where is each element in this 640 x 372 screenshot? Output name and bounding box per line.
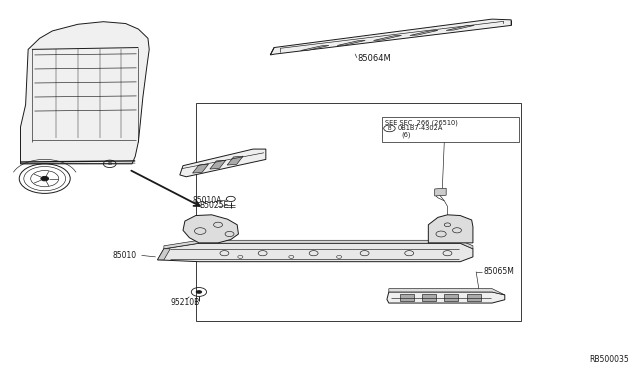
Polygon shape	[435, 188, 446, 196]
Polygon shape	[389, 289, 505, 295]
Text: B5025E: B5025E	[199, 201, 228, 211]
Polygon shape	[374, 35, 401, 41]
Polygon shape	[428, 215, 473, 243]
Polygon shape	[387, 292, 505, 303]
Bar	[383, 117, 520, 142]
Polygon shape	[444, 294, 458, 301]
Text: B: B	[108, 161, 112, 166]
Circle shape	[41, 176, 49, 181]
Polygon shape	[467, 294, 481, 301]
Polygon shape	[301, 45, 329, 51]
Polygon shape	[157, 243, 473, 262]
Polygon shape	[183, 215, 239, 243]
Polygon shape	[227, 156, 243, 165]
Text: (6): (6)	[401, 131, 411, 138]
Text: 0B1B7-4302A: 0B1B7-4302A	[397, 125, 443, 131]
Polygon shape	[422, 294, 436, 301]
Text: 85010A: 85010A	[193, 196, 222, 205]
Polygon shape	[157, 249, 170, 260]
Circle shape	[196, 290, 202, 294]
Text: RB500035: RB500035	[589, 355, 629, 364]
Polygon shape	[270, 19, 511, 55]
Polygon shape	[337, 41, 365, 45]
Text: 85010: 85010	[113, 251, 137, 260]
Polygon shape	[204, 234, 221, 240]
Polygon shape	[410, 31, 438, 35]
Text: B: B	[388, 126, 391, 131]
Polygon shape	[20, 22, 149, 164]
Text: 85064M: 85064M	[357, 54, 390, 63]
Text: SEE SEC. 266 (26510): SEE SEC. 266 (26510)	[385, 119, 458, 126]
Polygon shape	[399, 294, 413, 301]
Text: 95210B: 95210B	[170, 298, 200, 307]
Polygon shape	[446, 25, 474, 31]
Polygon shape	[164, 240, 473, 249]
Polygon shape	[193, 164, 209, 173]
Polygon shape	[210, 160, 226, 169]
Text: 85065M: 85065M	[484, 267, 515, 276]
Polygon shape	[180, 149, 266, 177]
Bar	[196, 103, 521, 321]
